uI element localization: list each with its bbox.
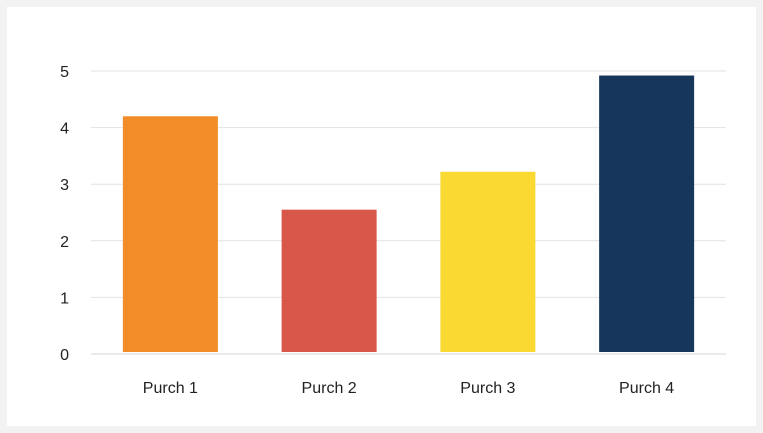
bar-chart: 0 1 2 3 4 5 Purch 1 Purch 2 Purch 3 Purch 4 [60, 64, 726, 397]
x-tick-label: Purch 1 [143, 380, 198, 397]
x-tick-label: Purch 4 [619, 380, 674, 397]
x-axis-tick-labels: Purch 1 Purch 2 Purch 3 Purch 4 [143, 380, 674, 397]
y-tick-label: 1 [60, 290, 69, 307]
x-tick-label: Purch 3 [460, 380, 515, 397]
bar-purch-4 [599, 75, 695, 352]
y-tick-label: 2 [60, 234, 69, 251]
bar-purch-3 [440, 171, 536, 352]
y-tick-label: 3 [60, 177, 69, 194]
y-tick-label: 5 [60, 64, 69, 81]
y-tick-label: 4 [60, 121, 69, 138]
bar-purch-1 [122, 116, 218, 352]
y-tick-label: 0 [60, 347, 69, 364]
chart-card: 0 1 2 3 4 5 Purch 1 Purch 2 Purch 3 Purch 4 [7, 7, 756, 426]
y-axis-tick-labels: 0 1 2 3 4 5 [60, 64, 69, 364]
bar-purch-2 [281, 209, 377, 352]
x-tick-label: Purch 2 [302, 380, 357, 397]
bars [122, 75, 695, 352]
